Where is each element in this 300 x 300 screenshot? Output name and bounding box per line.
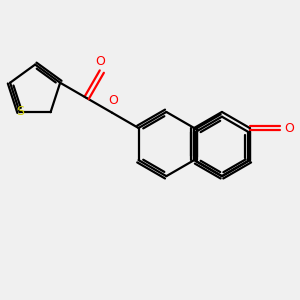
Text: S: S — [16, 105, 24, 118]
Text: O: O — [109, 94, 118, 107]
Text: O: O — [95, 55, 105, 68]
Text: O: O — [284, 122, 294, 134]
